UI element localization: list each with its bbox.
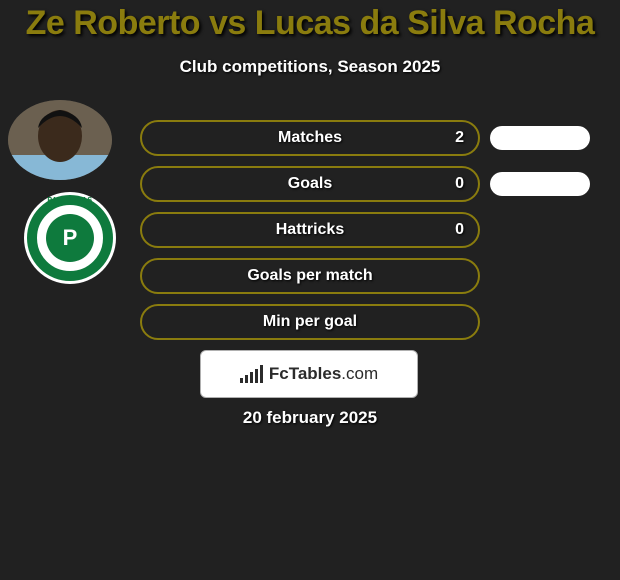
branding-bar [245, 375, 248, 383]
page-title: Ze Roberto vs Lucas da Silva Rocha [0, 0, 620, 43]
badge-text: PALMEIRAS [24, 197, 116, 204]
date-text: 20 february 2025 [0, 408, 620, 428]
branding-name: FcTables [269, 364, 341, 383]
branding-bar [260, 365, 263, 383]
stat-label: Matches [278, 129, 342, 147]
subtitle: Club competitions, Season 2025 [0, 57, 620, 77]
badge-symbol: P [63, 225, 78, 251]
stat-label: Goals per match [247, 267, 372, 285]
stat-row: Goals per match [140, 258, 610, 294]
branding-bars-icon [240, 365, 263, 383]
stat-label: Min per goal [263, 313, 357, 331]
stat-label: Goals [288, 175, 332, 193]
branding-bar [255, 369, 258, 383]
stat-row: Matches 2 [140, 120, 610, 156]
stat-pill-right [490, 172, 590, 196]
stat-row: Hattricks 0 [140, 212, 610, 248]
branding-box: FcTables.com [200, 350, 418, 398]
branding-bar [240, 378, 243, 383]
stat-value-left: 0 [455, 221, 464, 239]
comparison-card: Ze Roberto vs Lucas da Silva Rocha Club … [0, 0, 620, 580]
avatar-column: PALMEIRAS P [8, 100, 128, 284]
branding-bar [250, 372, 253, 383]
club-badge: PALMEIRAS P [24, 192, 116, 284]
branding-domain: .com [341, 364, 378, 383]
stat-pill-left: Hattricks 0 [140, 212, 480, 248]
branding-text: FcTables.com [269, 364, 378, 384]
stat-value-left: 0 [455, 175, 464, 193]
stat-value-left: 2 [455, 129, 464, 147]
player-avatar [8, 100, 112, 180]
stat-pill-left: Min per goal [140, 304, 480, 340]
stats-rows: Matches 2 Goals 0 Hattricks 0 Goals per match M… [140, 120, 610, 350]
stat-pill-left: Matches 2 [140, 120, 480, 156]
stat-pill-right [490, 126, 590, 150]
stat-row: Min per goal [140, 304, 610, 340]
stat-row: Goals 0 [140, 166, 610, 202]
stat-pill-left: Goals 0 [140, 166, 480, 202]
stat-label: Hattricks [276, 221, 344, 239]
badge-inner: P [46, 214, 94, 262]
stat-pill-left: Goals per match [140, 258, 480, 294]
